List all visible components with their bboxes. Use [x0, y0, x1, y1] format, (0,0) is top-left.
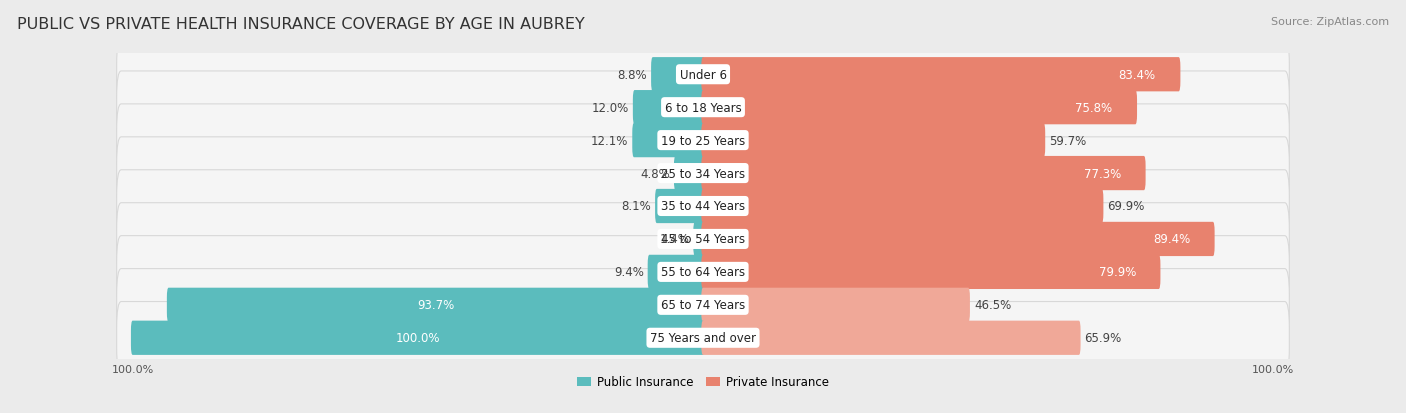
Text: 6 to 18 Years: 6 to 18 Years: [665, 102, 741, 114]
FancyBboxPatch shape: [702, 222, 1215, 256]
FancyBboxPatch shape: [693, 222, 704, 256]
FancyBboxPatch shape: [167, 288, 704, 322]
FancyBboxPatch shape: [702, 255, 1160, 290]
FancyBboxPatch shape: [117, 170, 1289, 243]
FancyBboxPatch shape: [702, 157, 1146, 191]
Text: Source: ZipAtlas.com: Source: ZipAtlas.com: [1271, 17, 1389, 26]
Text: 59.7%: 59.7%: [1049, 134, 1087, 147]
Text: 46.5%: 46.5%: [974, 299, 1011, 311]
Text: 69.9%: 69.9%: [1108, 200, 1144, 213]
FancyBboxPatch shape: [117, 39, 1289, 111]
FancyBboxPatch shape: [651, 58, 704, 92]
Text: 55 to 64 Years: 55 to 64 Years: [661, 266, 745, 279]
Text: 75.8%: 75.8%: [1076, 102, 1112, 114]
Text: 77.3%: 77.3%: [1084, 167, 1121, 180]
Text: PUBLIC VS PRIVATE HEALTH INSURANCE COVERAGE BY AGE IN AUBREY: PUBLIC VS PRIVATE HEALTH INSURANCE COVER…: [17, 17, 585, 31]
FancyBboxPatch shape: [702, 321, 1081, 355]
FancyBboxPatch shape: [702, 190, 1104, 223]
FancyBboxPatch shape: [117, 104, 1289, 177]
Text: 4.8%: 4.8%: [640, 167, 669, 180]
Text: 8.1%: 8.1%: [621, 200, 651, 213]
FancyBboxPatch shape: [117, 72, 1289, 144]
FancyBboxPatch shape: [131, 321, 704, 355]
Text: 83.4%: 83.4%: [1119, 69, 1156, 81]
FancyBboxPatch shape: [117, 203, 1289, 275]
FancyBboxPatch shape: [702, 91, 1137, 125]
FancyBboxPatch shape: [117, 236, 1289, 309]
Text: 65 to 74 Years: 65 to 74 Years: [661, 299, 745, 311]
FancyBboxPatch shape: [633, 123, 704, 158]
Legend: Public Insurance, Private Insurance: Public Insurance, Private Insurance: [572, 371, 834, 393]
FancyBboxPatch shape: [702, 58, 1181, 92]
Text: 35 to 44 Years: 35 to 44 Years: [661, 200, 745, 213]
FancyBboxPatch shape: [702, 123, 1045, 158]
Text: 25 to 34 Years: 25 to 34 Years: [661, 167, 745, 180]
Text: 45 to 54 Years: 45 to 54 Years: [661, 233, 745, 246]
Text: 9.4%: 9.4%: [614, 266, 644, 279]
Text: 8.8%: 8.8%: [617, 69, 647, 81]
Text: 75 Years and over: 75 Years and over: [650, 332, 756, 344]
Text: 93.7%: 93.7%: [418, 299, 454, 311]
FancyBboxPatch shape: [117, 302, 1289, 374]
FancyBboxPatch shape: [117, 269, 1289, 341]
FancyBboxPatch shape: [702, 288, 970, 322]
Text: 89.4%: 89.4%: [1153, 233, 1189, 246]
FancyBboxPatch shape: [117, 138, 1289, 210]
Text: Under 6: Under 6: [679, 69, 727, 81]
FancyBboxPatch shape: [633, 91, 704, 125]
FancyBboxPatch shape: [655, 190, 704, 223]
Text: 1.4%: 1.4%: [659, 233, 689, 246]
FancyBboxPatch shape: [673, 157, 704, 191]
FancyBboxPatch shape: [648, 255, 704, 290]
Text: 100.0%: 100.0%: [395, 332, 440, 344]
Text: 65.9%: 65.9%: [1084, 332, 1122, 344]
Text: 12.1%: 12.1%: [591, 134, 628, 147]
Text: 19 to 25 Years: 19 to 25 Years: [661, 134, 745, 147]
Text: 12.0%: 12.0%: [592, 102, 628, 114]
Text: 79.9%: 79.9%: [1098, 266, 1136, 279]
